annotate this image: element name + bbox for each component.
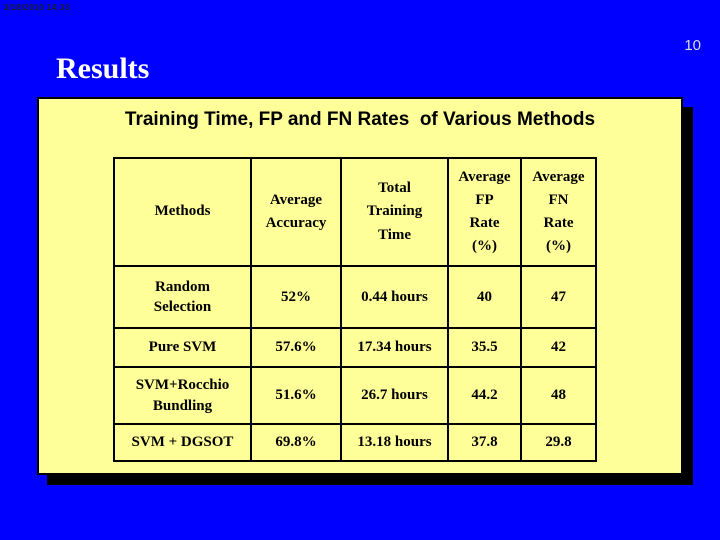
- table-cell-method: SVM+Rocchio Bundling: [113, 366, 252, 425]
- table-row-svm-rocchio-bundling: SVM+Rocchio Bundling 51.6% 26.7 hours 44…: [113, 366, 597, 425]
- column-header-average-accuracy: Average Accuracy: [250, 157, 342, 267]
- table-cell-fn-rate: 48: [520, 366, 597, 425]
- table-cell-fp-rate: 35.5: [447, 327, 522, 368]
- table-cell-accuracy: 69.8%: [250, 423, 342, 462]
- table-row-svm-dgsot: SVM + DGSOT 69.8% 13.18 hours 37.8 29.8: [113, 423, 597, 462]
- table-cell-accuracy: 52%: [250, 265, 342, 329]
- table-row-random-selection: Random Selection 52% 0.44 hours 40 47: [113, 265, 597, 329]
- column-header-total-training-time: Total Training Time: [340, 157, 449, 267]
- column-header-methods: Methods: [113, 157, 252, 267]
- table-cell-method: SVM + DGSOT: [113, 423, 252, 462]
- table-cell-method: Pure SVM: [113, 327, 252, 368]
- table-row-pure-svm: Pure SVM 57.6% 17.34 hours 35.5 42: [113, 327, 597, 368]
- slide-number: 10: [684, 37, 701, 54]
- table-cell-accuracy: 57.6%: [250, 327, 342, 368]
- table-cell-training-time: 0.44 hours: [340, 265, 449, 329]
- table-title: Training Time, FP and FN Rates of Variou…: [124, 109, 596, 130]
- table-cell-fp-rate: 44.2: [447, 366, 522, 425]
- table-cell-method: Random Selection: [113, 265, 252, 329]
- table-cell-fn-rate: 47: [520, 265, 597, 329]
- table-cell-training-time: 13.18 hours: [340, 423, 449, 462]
- column-header-average-fp-rate: Average FP Rate (%): [447, 157, 522, 267]
- table-cell-accuracy: 51.6%: [250, 366, 342, 425]
- results-table: Methods Average Accuracy Total Training …: [113, 157, 597, 462]
- table-header-row: Methods Average Accuracy Total Training …: [113, 157, 597, 267]
- page-title: Results: [56, 52, 150, 85]
- timestamp: 3/18/2010 14:33: [4, 3, 70, 12]
- table-cell-training-time: 17.34 hours: [340, 327, 449, 368]
- column-header-average-fn-rate: Average FN Rate (%): [520, 157, 597, 267]
- table-cell-training-time: 26.7 hours: [340, 366, 449, 425]
- results-panel: Training Time, FP and FN Rates of Variou…: [37, 97, 683, 475]
- table-cell-fp-rate: 37.8: [447, 423, 522, 462]
- table-cell-fp-rate: 40: [447, 265, 522, 329]
- table-cell-fn-rate: 29.8: [520, 423, 597, 462]
- table-cell-fn-rate: 42: [520, 327, 597, 368]
